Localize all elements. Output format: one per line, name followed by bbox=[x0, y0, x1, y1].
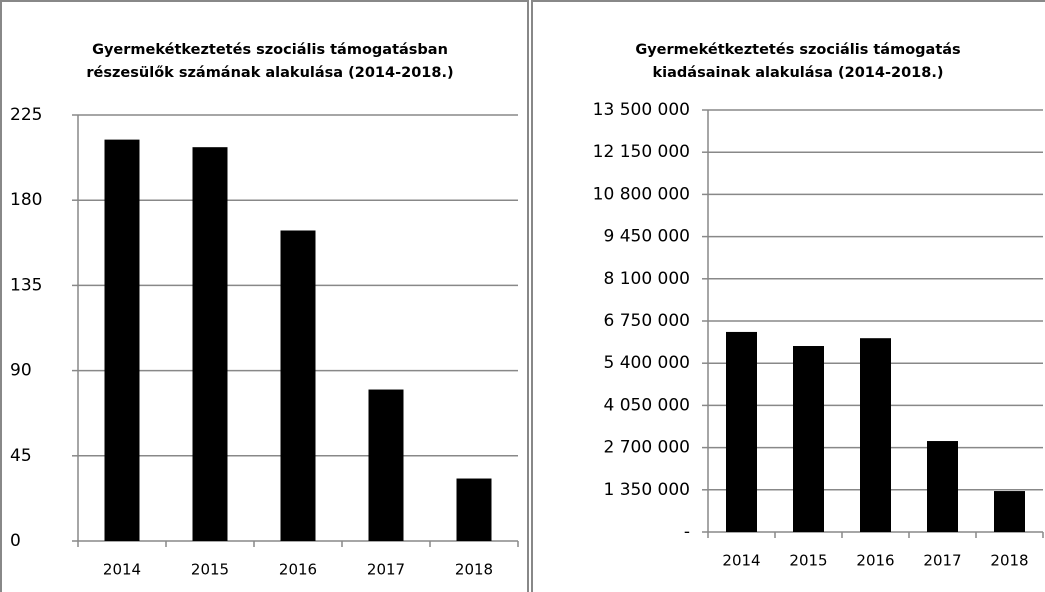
y-tick-label: 8 100 000 bbox=[603, 269, 690, 289]
y-tick-label: 10 800 000 bbox=[593, 184, 690, 204]
y-tick-label: 9 450 000 bbox=[603, 227, 690, 247]
y-tick-label: 180 bbox=[10, 190, 42, 210]
y-tick-label: 135 bbox=[10, 275, 42, 295]
y-tick-label: 4 050 000 bbox=[603, 395, 690, 415]
bar bbox=[192, 147, 228, 542]
y-tick-label: 13 500 000 bbox=[593, 100, 690, 120]
bar bbox=[927, 441, 958, 532]
chart-title: Gyermekétkeztetés szociális támogatás bbox=[635, 42, 960, 58]
left-panel bbox=[0, 0, 529, 592]
y-tick-label: 90 bbox=[10, 361, 32, 381]
x-tick-label: 2016 bbox=[279, 561, 317, 579]
y-tick-label: - bbox=[684, 522, 690, 542]
y-tick-label: 2 700 000 bbox=[603, 438, 690, 458]
y-tick-label: 225 bbox=[10, 105, 42, 125]
bar bbox=[104, 139, 140, 541]
bar bbox=[280, 230, 316, 541]
x-tick-label: 2015 bbox=[191, 561, 229, 579]
x-tick-label: 2018 bbox=[990, 552, 1028, 570]
x-tick-label: 2018 bbox=[455, 561, 493, 579]
y-tick-label: 5 400 000 bbox=[603, 353, 690, 373]
y-tick-label: 45 bbox=[10, 446, 32, 466]
x-tick-label: 2014 bbox=[103, 561, 141, 579]
right-panel bbox=[531, 0, 1045, 592]
chart-title: Gyermekétkeztetés szociális támogatásban bbox=[92, 42, 448, 58]
bar bbox=[456, 478, 492, 541]
bar bbox=[793, 346, 824, 532]
x-tick-label: 2017 bbox=[923, 552, 961, 570]
chart-title: részesülők számának alakulása (2014-2018… bbox=[86, 65, 453, 81]
y-tick-label: 6 750 000 bbox=[603, 311, 690, 331]
bar bbox=[726, 331, 757, 532]
x-tick-label: 2014 bbox=[722, 552, 760, 570]
y-tick-label: 1 350 000 bbox=[603, 480, 690, 500]
x-tick-label: 2015 bbox=[789, 552, 827, 570]
bar bbox=[994, 491, 1025, 532]
bar bbox=[368, 389, 404, 541]
bar bbox=[860, 338, 891, 532]
x-tick-label: 2017 bbox=[367, 561, 405, 579]
x-tick-label: 2016 bbox=[856, 552, 894, 570]
y-tick-label: 12 150 000 bbox=[593, 142, 690, 162]
y-tick-label: 0 bbox=[10, 531, 21, 551]
chart-title: kiadásainak alakulása (2014-2018.) bbox=[653, 65, 944, 81]
